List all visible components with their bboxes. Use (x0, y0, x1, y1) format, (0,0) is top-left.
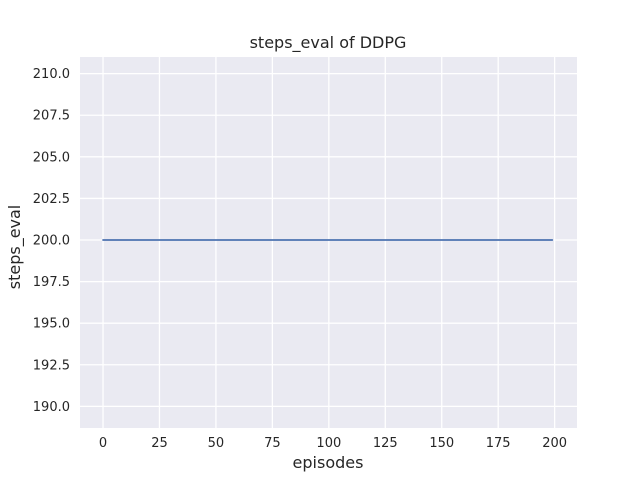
y-tick-label: 197.5 (33, 275, 70, 290)
x-tick-label: 175 (486, 436, 511, 451)
x-tick-label: 25 (151, 436, 168, 451)
x-tick-label: 125 (373, 436, 398, 451)
y-tick-label: 202.5 (33, 192, 70, 207)
y-tick-label: 200.0 (33, 234, 70, 249)
y-tick-label: 207.5 (33, 109, 70, 124)
chart-title: steps_eval of DDPG (250, 33, 407, 53)
x-tick-label: 200 (542, 436, 567, 451)
y-tick-labels: 190.0 192.5 195.0 197.5 200.0 202.5 205.0 207.5… (33, 67, 70, 415)
y-tick-label: 210.0 (33, 67, 70, 82)
x-tick-label: 75 (264, 436, 281, 451)
y-tick-label: 195.0 (33, 317, 70, 332)
y-tick-label: 205.0 (33, 150, 70, 165)
x-tick-label: 150 (429, 436, 454, 451)
y-tick-label: 190.0 (33, 400, 70, 415)
y-axis-label: steps_eval (5, 205, 25, 290)
x-axis-label: episodes (293, 453, 364, 472)
x-tick-labels: 0 25 50 75 100 125 150 175 200 (99, 436, 567, 451)
x-tick-label: 100 (316, 436, 341, 451)
y-tick-label: 192.5 (33, 358, 70, 373)
x-tick-label: 0 (99, 436, 107, 451)
x-tick-label: 50 (208, 436, 225, 451)
